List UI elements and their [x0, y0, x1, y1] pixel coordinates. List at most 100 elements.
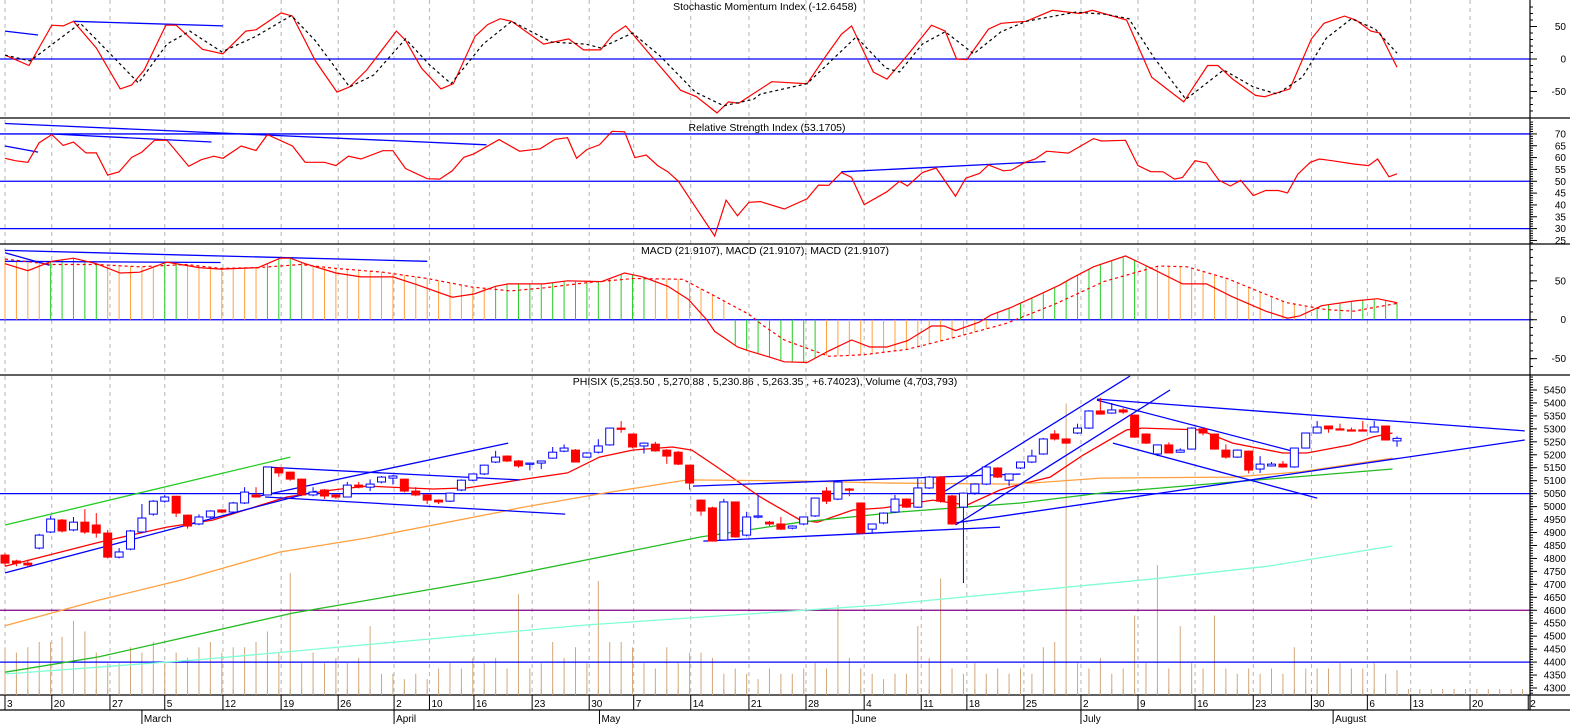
candle-up: [810, 497, 820, 517]
candle-up: [365, 483, 375, 488]
candle-down: [776, 523, 786, 530]
month-label: April: [396, 714, 416, 724]
candle-up: [981, 466, 991, 485]
candle-down: [1198, 428, 1208, 434]
month-label: May: [601, 714, 620, 724]
price-trendline: [1112, 442, 1318, 499]
candle-up: [377, 476, 387, 483]
candle-down: [1118, 409, 1128, 413]
candle-up: [491, 456, 501, 463]
candle-up: [787, 525, 797, 529]
candle-up: [970, 483, 980, 494]
month-label: August: [1335, 714, 1366, 724]
price-axis-label: 4400: [1544, 658, 1567, 669]
candle-down: [11, 560, 21, 564]
rsi-trendline: [49, 133, 212, 143]
candlesticks: [0, 397, 1402, 584]
date-label: 9: [1140, 699, 1146, 710]
candle-down: [1141, 433, 1151, 444]
candle-up: [262, 466, 272, 496]
candle-down: [1050, 433, 1060, 440]
candle-down: [183, 514, 193, 527]
candle-down: [1221, 449, 1231, 458]
candle-up: [833, 481, 843, 500]
candle-up: [68, 521, 78, 531]
date-label: 18: [969, 699, 981, 710]
rsi-axis-label: 25: [1555, 236, 1567, 247]
candle-up: [605, 427, 615, 446]
candle-up: [126, 530, 136, 550]
candle-down: [571, 449, 580, 463]
candle-down: [1061, 438, 1071, 444]
date-label: 12: [225, 699, 237, 710]
rsi-trendline: [4, 145, 39, 153]
candle-down: [319, 489, 329, 497]
candle-up: [1073, 427, 1083, 434]
rsi-axis-label: 45: [1555, 189, 1567, 200]
price-trendline: [1096, 399, 1296, 453]
smi-axis-label: 50: [1555, 22, 1567, 33]
candle-up: [1312, 426, 1322, 434]
price-trendline: [254, 442, 509, 498]
candle-down: [1324, 425, 1334, 430]
rsi-axis-label: 65: [1555, 141, 1567, 152]
date-label: 14: [693, 699, 705, 710]
candle-up: [468, 473, 478, 481]
candle-up: [742, 516, 752, 536]
candle-up: [639, 442, 649, 447]
moving-average-line-3: [4, 468, 1393, 673]
price-axis-label: 4900: [1544, 528, 1567, 539]
candle-up: [479, 464, 489, 475]
price-axis-label: 4650: [1544, 593, 1567, 604]
rsi-axis-label: 30: [1555, 224, 1567, 235]
price-axis-label: 5100: [1544, 476, 1567, 487]
candle-up: [1392, 437, 1402, 442]
candle-up: [148, 500, 158, 515]
price-axis-label: 4600: [1544, 606, 1567, 617]
price-title: PHISIX (5,253.50 , 5,270.88 , 5,230.86 ,…: [573, 376, 957, 388]
price-axis-label: 5300: [1544, 424, 1567, 435]
price-axis-label: 5450: [1544, 385, 1567, 396]
macd-axis-label: 50: [1555, 276, 1567, 287]
price-axis-label: 4500: [1544, 632, 1567, 643]
date-label: 26: [340, 699, 352, 710]
candle-down: [947, 495, 957, 525]
candle-up: [913, 487, 923, 508]
candle-up: [1255, 463, 1265, 470]
price-axis-label: 4850: [1544, 541, 1567, 552]
candle-down: [1358, 429, 1368, 432]
price-axis-label: 4450: [1544, 645, 1567, 656]
candle-down: [1209, 433, 1219, 450]
candle-down: [103, 532, 113, 558]
smi-line: [4, 9, 1398, 114]
candle-down: [650, 443, 660, 452]
candle-up: [1107, 409, 1117, 414]
price-axis-label: 4950: [1544, 515, 1567, 526]
candle-down: [685, 464, 695, 484]
candle-up: [1175, 449, 1185, 453]
candle-down: [513, 460, 523, 467]
candle-up: [240, 491, 250, 504]
date-label: 6: [1369, 699, 1375, 710]
candle-down: [1346, 429, 1356, 432]
candle-up: [445, 492, 455, 502]
price-trendline: [955, 439, 1525, 524]
candle-down: [730, 501, 740, 538]
price-axis-label: 5250: [1544, 437, 1567, 448]
macd-title: MACD (21.9107), MACD (21.9107), MACD (21…: [641, 245, 889, 257]
reference-lines: [0, 58, 1530, 663]
date-label: 16: [1197, 699, 1209, 710]
date-label: 16: [476, 699, 488, 710]
candle-up: [559, 447, 569, 452]
candle-down: [1381, 425, 1391, 441]
price-axis-label: 4300: [1544, 684, 1567, 695]
date-label: 4: [866, 699, 872, 710]
macd-axis-label: -50: [1552, 354, 1567, 365]
rsi-axis-label: 35: [1555, 212, 1567, 223]
price-axis-label: 5200: [1544, 450, 1567, 461]
date-label: 2: [1530, 699, 1536, 710]
candle-down: [764, 521, 774, 525]
price-axis-label: 4750: [1544, 567, 1567, 578]
axes: 500-5070656055504540353025500-5054505400…: [4, 6, 1567, 724]
